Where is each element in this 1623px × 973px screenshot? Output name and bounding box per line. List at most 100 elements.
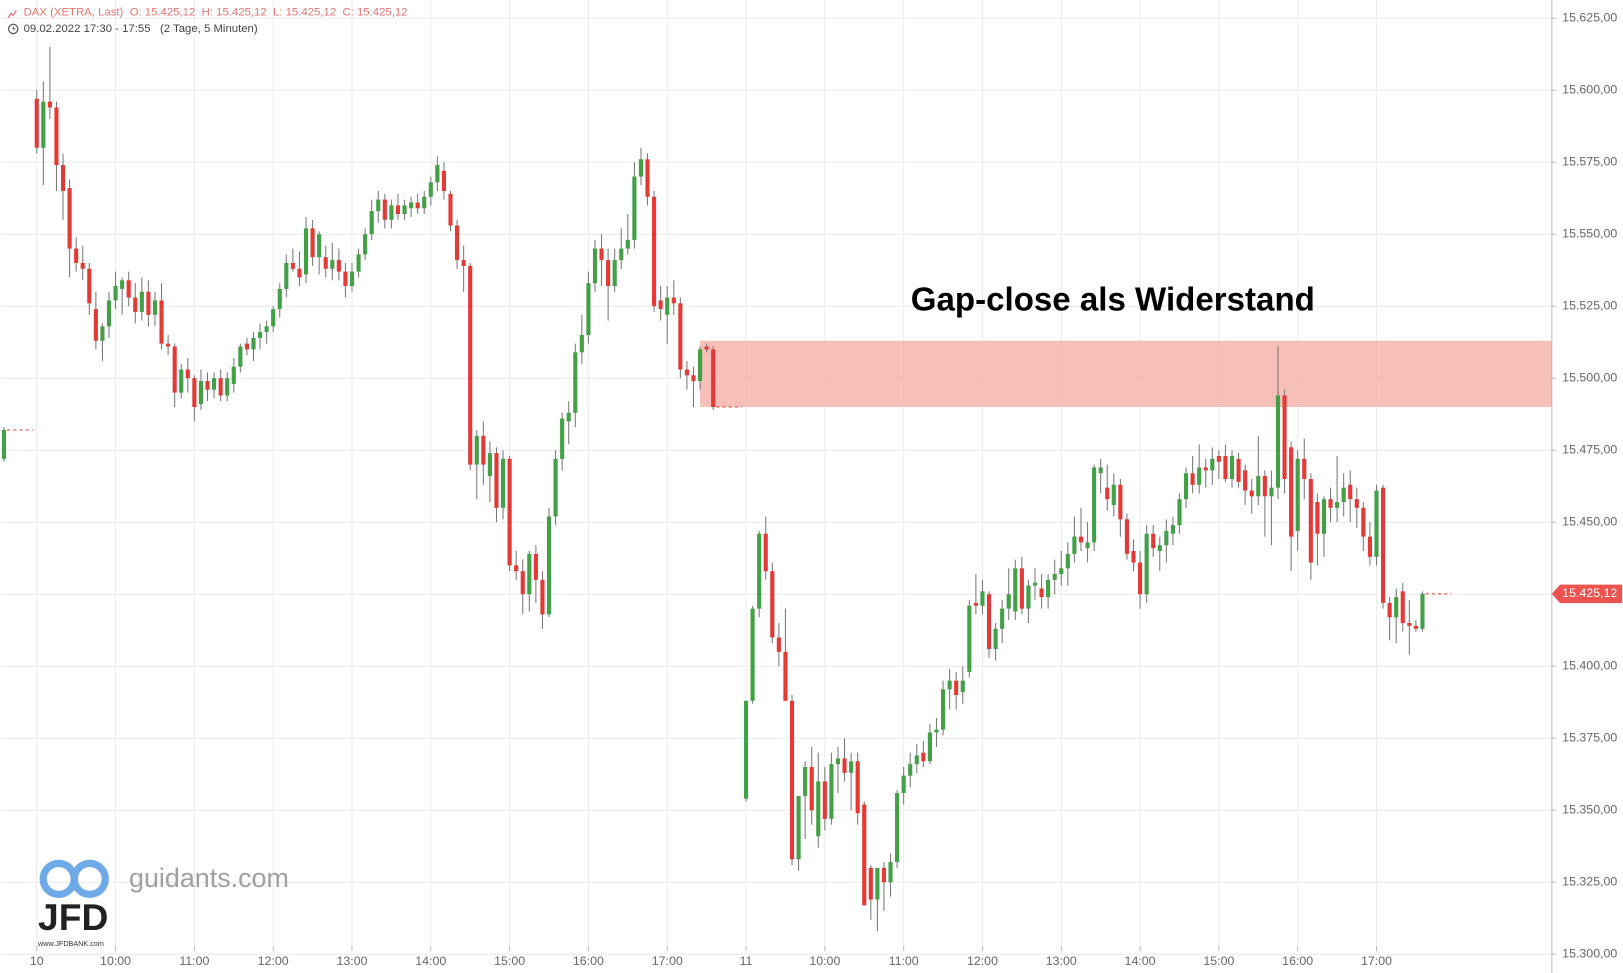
candle-body [652, 196, 657, 307]
candle-body [1321, 499, 1327, 534]
candle-body [980, 591, 985, 606]
logo-brand: JFD [38, 896, 108, 938]
x-tick-label: 11:00 [179, 954, 209, 968]
zone-layer [700, 340, 1552, 408]
candle-body [645, 159, 650, 197]
candle-body [1177, 499, 1182, 526]
y-tick-label: 15.625,00 [1562, 10, 1617, 24]
candle-body [940, 689, 946, 730]
candle-body [1151, 533, 1156, 549]
candle-body [743, 700, 749, 799]
candle-body [1124, 519, 1130, 554]
candle-body [1275, 395, 1281, 488]
candle-body [540, 579, 545, 615]
candle-body [106, 300, 112, 327]
candle-body [461, 260, 466, 266]
candle-body [1072, 536, 1077, 554]
candle-body [973, 602, 978, 606]
candle-body [1, 430, 6, 459]
candle-body [1282, 395, 1287, 480]
candle-body [1269, 487, 1274, 497]
candle-body [363, 234, 368, 255]
candle-body [1078, 536, 1084, 543]
candle-body [711, 349, 716, 408]
candle-body [888, 862, 893, 883]
candle-body [1223, 455, 1228, 480]
candle-body [192, 378, 197, 408]
candle-body [198, 381, 204, 405]
logo: guidants.com JFD www.JFDBANK.com [37, 859, 289, 948]
candle-body [218, 378, 223, 396]
clock-icon [7, 23, 19, 35]
candle-body [376, 199, 381, 212]
candle-body [822, 781, 827, 819]
candle-body [671, 297, 676, 304]
clock-hands [12, 26, 16, 30]
candle-body [1019, 568, 1024, 609]
candle-body [139, 291, 144, 312]
candle-body [1157, 545, 1162, 552]
candle-body [1407, 623, 1412, 626]
candle-body [87, 268, 92, 304]
candle-body [546, 516, 552, 615]
candle-body [34, 98, 39, 148]
x-tick-label: 17:00 [1361, 954, 1392, 968]
chart-icon [7, 10, 17, 18]
candle-body [908, 764, 913, 776]
candle-body [560, 418, 565, 459]
candle-body [284, 262, 289, 289]
candle-body [1039, 588, 1044, 598]
candle-body [776, 637, 781, 652]
y-tick-label: 15.300,00 [1562, 947, 1617, 961]
candle-body [1367, 536, 1373, 557]
y-tick-label: 15.350,00 [1562, 803, 1617, 817]
candle-body [1183, 473, 1189, 500]
candle-body [993, 628, 998, 649]
subheader: 09.02.2022 17:30 - 17:55 (2 Tage, 5 Minu… [24, 23, 258, 35]
candle-body [1335, 502, 1340, 508]
candle-body [251, 337, 256, 350]
candle-body [349, 271, 355, 287]
candle-body [487, 453, 492, 477]
candle-body [921, 752, 926, 762]
candle-body [579, 334, 584, 353]
x-tick-label: 12:00 [967, 954, 998, 968]
last-price-label: 15.425,12 [1562, 586, 1617, 600]
candle-body [875, 867, 880, 900]
candle-body [599, 248, 604, 261]
candle-body [290, 262, 295, 269]
candle-body [1098, 467, 1103, 474]
candle-body [527, 553, 532, 595]
candle-body [632, 176, 637, 240]
x-tick-label: 10:00 [100, 954, 131, 968]
candle-body [402, 205, 407, 215]
y-tick-label: 15.450,00 [1562, 514, 1617, 528]
candle-body [1328, 499, 1333, 508]
candle-body [455, 225, 460, 261]
x-tick-label: 16:00 [573, 954, 604, 968]
candle-body [835, 758, 841, 765]
candle-body [1000, 608, 1005, 629]
candle-body [592, 248, 598, 284]
candle-body [684, 369, 689, 376]
candle-body [60, 165, 66, 191]
grid [0, 0, 1552, 955]
candle-body [1046, 579, 1051, 598]
last-price-tag [1551, 584, 1623, 604]
candle-body [1065, 553, 1070, 569]
candle-body [1256, 476, 1261, 497]
candle-body [1400, 591, 1405, 624]
candle-body [533, 553, 538, 580]
candle-body [310, 228, 315, 258]
candle-body [395, 205, 401, 215]
candle-body [566, 412, 571, 422]
y-tick-label: 15.325,00 [1562, 875, 1617, 889]
candle-body [225, 378, 230, 396]
candle-body [271, 309, 276, 327]
candle-body [1118, 484, 1123, 520]
x-tick-label: 13:00 [1046, 954, 1077, 968]
candle-body [691, 375, 696, 382]
candle-body [757, 533, 762, 609]
candle-body [881, 867, 887, 883]
